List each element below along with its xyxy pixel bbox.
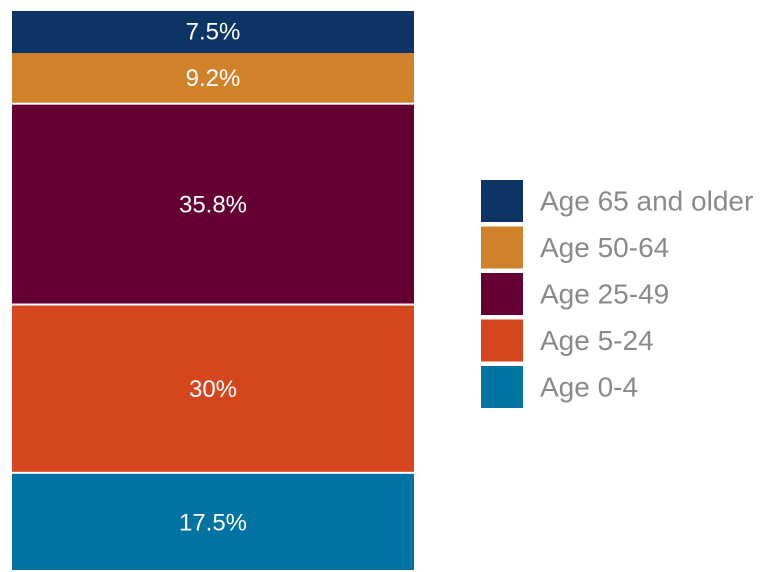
value-label: 35.8% bbox=[179, 191, 247, 218]
bar-segment bbox=[12, 473, 414, 570]
legend-label: Age 0-4 bbox=[540, 371, 638, 402]
value-label: 30% bbox=[189, 376, 237, 403]
legend-label: Age 50-64 bbox=[540, 232, 669, 263]
value-label: 7.5% bbox=[186, 18, 241, 45]
legend-swatch bbox=[481, 366, 523, 408]
bar-segment bbox=[12, 104, 414, 304]
legend-label: Age 5-24 bbox=[540, 325, 654, 356]
legend-label: Age 25-49 bbox=[540, 278, 669, 309]
legend-swatch bbox=[481, 273, 523, 315]
legend-label: Age 65 and older bbox=[540, 185, 753, 216]
bar-segment bbox=[12, 305, 414, 472]
legend-swatch bbox=[481, 226, 523, 269]
bar-segment bbox=[12, 53, 414, 103]
value-label: 9.2% bbox=[186, 65, 241, 92]
value-label: 17.5% bbox=[179, 509, 247, 536]
legend-swatch bbox=[481, 180, 523, 222]
bar-segment bbox=[12, 11, 414, 54]
legend-swatch bbox=[481, 319, 523, 362]
